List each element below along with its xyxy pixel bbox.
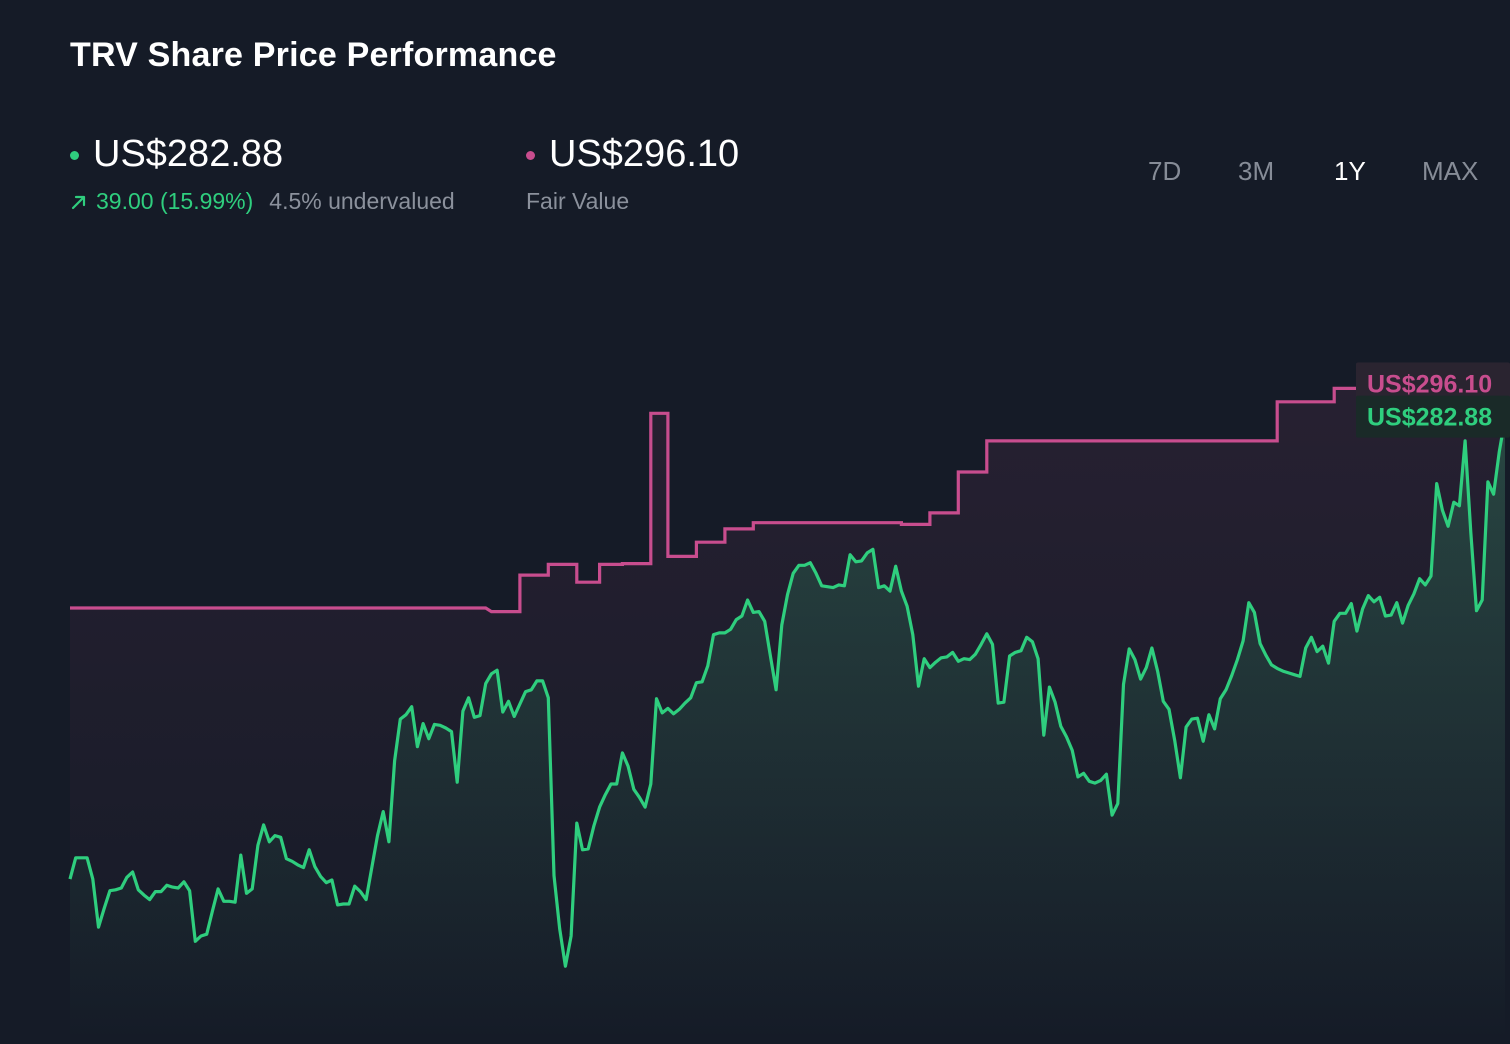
fair-value-price: US$296.10 xyxy=(549,132,740,175)
tab-1y[interactable]: 1Y xyxy=(1328,152,1372,191)
price-area xyxy=(70,418,1505,1040)
fair-value-end-label: US$296.10 xyxy=(1356,362,1510,405)
price-change: 39.00 (15.99%) xyxy=(70,188,253,215)
tab-max[interactable]: MAX xyxy=(1416,152,1484,191)
fair-value-line xyxy=(70,386,1505,614)
price-change-value: 39.00 (15.99%) xyxy=(96,188,254,214)
fair-value-end-label-text: US$296.10 xyxy=(1367,370,1492,398)
current-price-block: US$282.88 39.00 (15.99%) 4.5% undervalue… xyxy=(70,128,455,215)
chart-title: TRV Share Price Performance xyxy=(70,36,557,74)
fair-value-dot xyxy=(526,150,535,160)
price-end-label-text: US$282.88 xyxy=(1367,404,1492,432)
tab-3m[interactable]: 3M xyxy=(1232,152,1280,191)
tab-7d[interactable]: 7D xyxy=(1142,152,1187,191)
arrow-up-right-icon xyxy=(71,195,86,209)
range-tabs: 7D 3M 1Y MAX xyxy=(1120,152,1510,196)
current-price-value: US$282.88 xyxy=(93,132,284,175)
price-line xyxy=(68,418,1507,968)
price-end-label: US$282.88 xyxy=(1356,395,1510,438)
fair-value-label: Fair Value xyxy=(526,188,630,214)
current-price-dot xyxy=(70,150,79,160)
valuation-status: 4.5% undervalued xyxy=(269,188,455,214)
fair-value-block: US$296.10 Fair Value xyxy=(526,128,739,215)
